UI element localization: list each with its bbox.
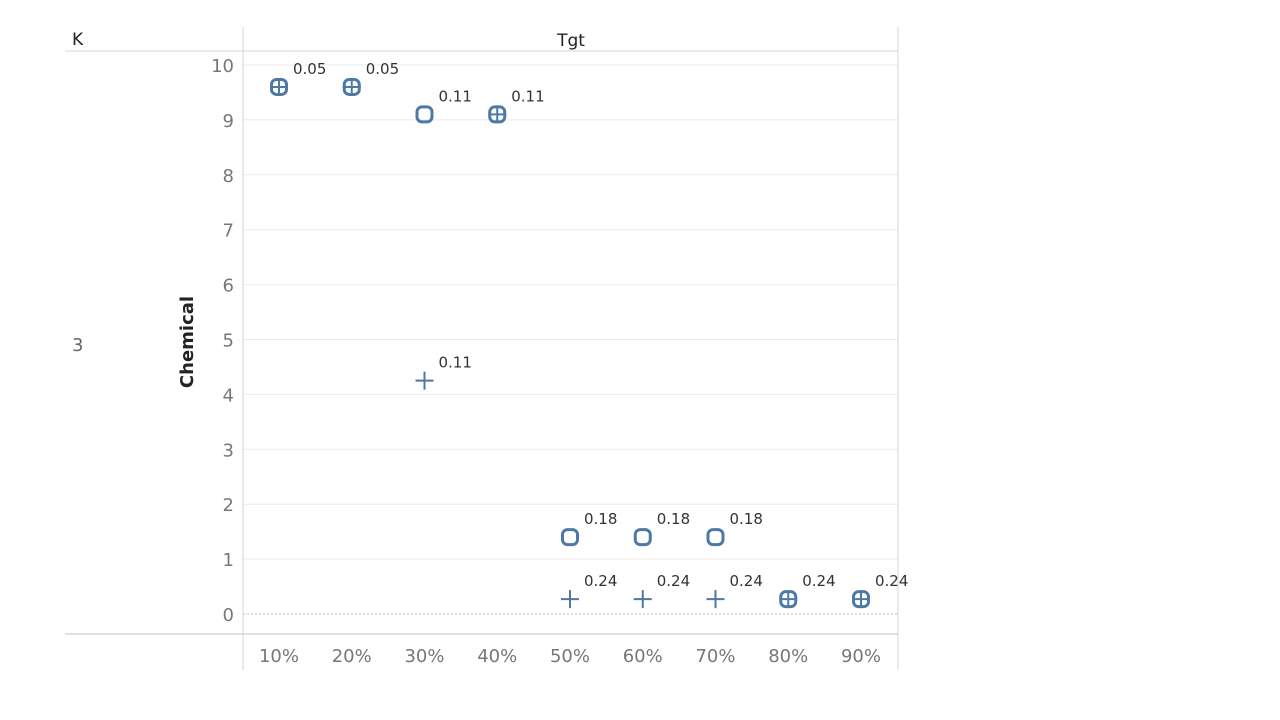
plus-marker [561, 590, 579, 609]
circle-marker [415, 105, 434, 124]
data-label: 0.24 [584, 572, 617, 590]
y-axis-ticks: 0 1 2 3 4 5 6 7 8 9 10 [211, 56, 234, 626]
y-tick-label: 7 [223, 221, 234, 242]
data-label: 0.05 [293, 60, 326, 78]
row-label: 3 [72, 335, 83, 356]
x-tick-label: 30% [404, 646, 444, 667]
plus-marker [633, 590, 652, 609]
x-tick-label: 20% [332, 646, 372, 667]
plus-marker [342, 77, 361, 96]
x-axis-ticks: 10% 20% 30% 40% 50% 60% 70% 80% 90% [259, 646, 881, 667]
circle-marker [561, 528, 579, 547]
data-labels: 0.05 0.05 0.11 0.11 0.11 0.18 0.18 0.18 0.24 0.24… [293, 60, 908, 590]
y-tick-label: 9 [223, 111, 234, 132]
data-label: 0.24 [802, 572, 835, 590]
x-tick-label: 90% [841, 646, 881, 667]
x-tick-label: 40% [477, 646, 517, 667]
plus-marker [488, 105, 507, 124]
data-label: 0.18 [584, 510, 617, 528]
plus-marker [706, 590, 725, 609]
y-tick-label: 8 [223, 166, 234, 187]
chart-frame [65, 27, 899, 670]
y-axis-title: Chemical [177, 296, 198, 388]
y-tick-label: 1 [223, 550, 234, 571]
plus-marker [270, 77, 288, 96]
y-tick-label: 3 [223, 440, 234, 461]
data-label: 0.05 [366, 60, 399, 78]
column-field-header: Tgt [556, 31, 585, 51]
y-tick-label: 0 [223, 605, 234, 626]
data-label: 0.11 [511, 87, 544, 105]
y-tick-label: 2 [223, 495, 234, 516]
row-field-header: K [72, 30, 84, 50]
x-tick-label: 10% [259, 646, 299, 667]
plus-marker [779, 590, 798, 609]
x-tick-label: 50% [550, 646, 590, 667]
y-tick-label: 10 [211, 56, 234, 77]
data-label: 0.24 [657, 572, 690, 590]
x-tick-label: 60% [623, 646, 663, 667]
y-tick-label: 6 [223, 276, 234, 297]
x-tick-label: 70% [695, 646, 735, 667]
plus-marker [852, 590, 870, 609]
y-tick-label: 4 [223, 385, 234, 406]
data-label: 0.18 [657, 510, 690, 528]
x-tick-label: 80% [768, 646, 808, 667]
data-label: 0.11 [439, 354, 472, 372]
gridlines [243, 64, 898, 615]
circle-marker [706, 528, 725, 547]
data-label: 0.24 [730, 572, 763, 590]
data-label: 0.11 [439, 87, 472, 105]
plus-marker [415, 371, 434, 390]
data-marks [270, 77, 870, 609]
data-label: 0.24 [875, 572, 908, 590]
circle-marker [633, 528, 652, 547]
data-label: 0.18 [730, 510, 763, 528]
y-tick-label: 5 [223, 331, 234, 352]
